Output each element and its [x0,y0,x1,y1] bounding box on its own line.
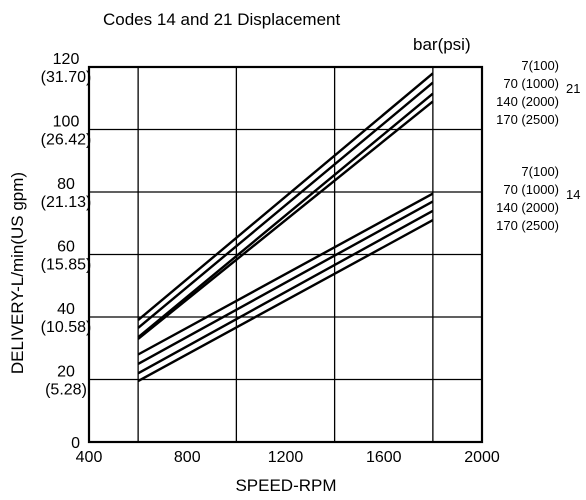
y-tick-sublabel: (10.58) [41,319,92,336]
series-line-code-21 [137,100,434,340]
series-line-code-14 [137,192,434,356]
series-label: 70 (1000) [503,182,559,197]
grid-lines [89,67,482,442]
y-tick-sublabel: (5.28) [45,382,87,399]
y-tick-sublabel: (31.70) [41,69,92,86]
group-code-label: 21 [566,81,580,96]
y-tick-sublabel: (21.13) [41,194,92,211]
chart-title: Codes 14 and 21 Displacement [103,10,340,29]
series-label: 170 (2500) [496,218,559,233]
y-tick-label: 80 [57,176,75,193]
y-tick-label: 120 [53,51,80,68]
series-label: 170 (2500) [496,112,559,127]
x-tick-label: 400 [76,449,103,466]
series-line-code-21 [137,92,434,339]
y-axis-ticks: 020(5.28)40(10.58)60(15.85)80(21.13)100(… [41,51,92,452]
y-tick-sublabel: (26.42) [41,132,92,149]
series-label: 140 (2000) [496,200,559,215]
series-line-code-14 [137,209,434,375]
series-line-code-14 [137,200,434,365]
series-label: 7(100) [521,58,559,73]
y-tick-label: 60 [57,239,75,256]
x-tick-label: 1600 [366,449,402,466]
series-line-code-21 [137,81,434,329]
y-tick-label: 100 [53,114,80,131]
series-line-code-21 [137,72,434,322]
group-code-label: 14 [566,187,580,202]
x-axis-ticks: 400 800 1200 1600 2000 [76,449,500,466]
series-lines [137,72,434,383]
x-tick-label: 1200 [268,449,304,466]
series-labels: 7(100) 70 (1000) 140 (2000) 170 (2500) 21 7(1… [496,58,580,233]
series-label: 7(100) [521,164,559,179]
x-tick-label: 800 [174,449,201,466]
y-tick-sublabel: (15.85) [41,257,92,274]
series-line-code-14 [137,219,434,383]
series-label: 140 (2000) [496,94,559,109]
pressure-unit-label: bar(psi) [413,35,471,54]
y-axis-label: DELIVERY-L/min(US gpm) [8,172,27,374]
x-axis-label: SPEED-RPM [235,476,336,495]
y-tick-label: 40 [57,301,75,318]
x-tick-label: 2000 [464,449,500,466]
y-tick-label: 20 [57,364,75,381]
series-label: 70 (1000) [503,76,559,91]
y-tick-label: 0 [71,435,80,452]
